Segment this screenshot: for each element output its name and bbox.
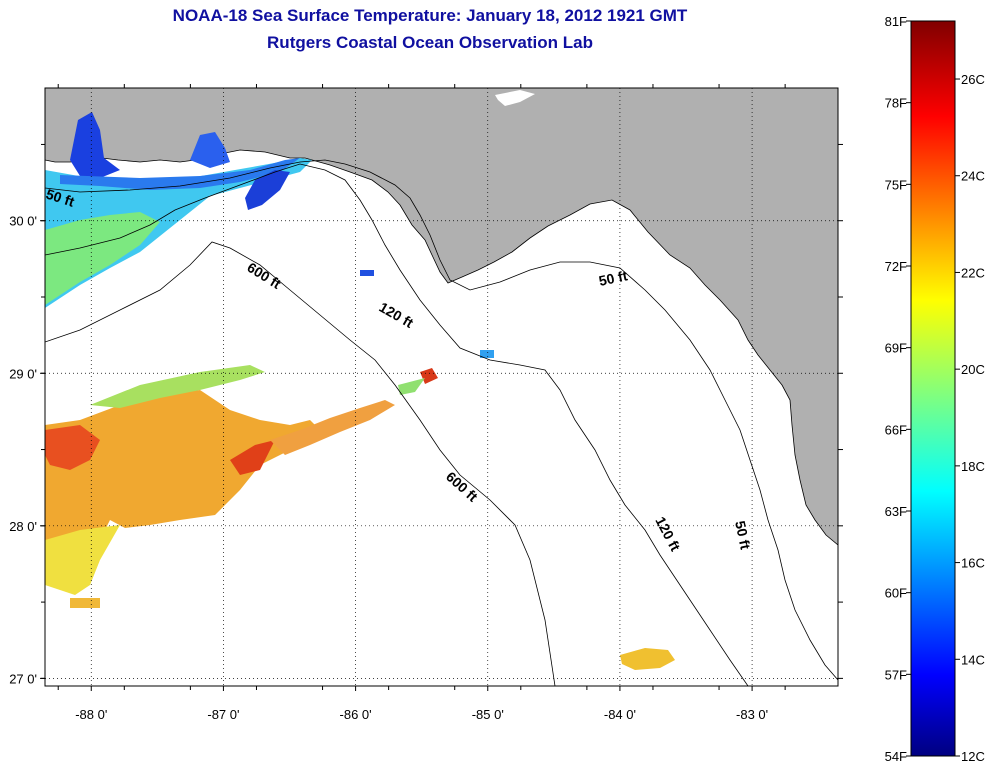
sst-south-yellow bbox=[620, 648, 675, 670]
contour-50ft-east bbox=[344, 163, 838, 681]
colorbar-f-label: 54F bbox=[885, 749, 907, 764]
colorbar-f-label: 66F bbox=[885, 422, 907, 437]
colorbar-f-label: 72F bbox=[885, 259, 907, 274]
colorbar-c-label: 20C bbox=[961, 362, 985, 377]
sst-bay-blue bbox=[190, 132, 230, 168]
colorbar-c-label: 22C bbox=[961, 265, 985, 280]
sst-nearshore-green bbox=[45, 212, 160, 305]
lat-tick-label: 28 0' bbox=[9, 519, 37, 534]
sst-warm-red2 bbox=[230, 440, 275, 475]
colorbar-celsius-labels: 26C 24C 22C 20C 18C 16C 14C 12C bbox=[955, 72, 985, 764]
colorbar-c-label: 12C bbox=[961, 749, 985, 764]
lat-tick-label: 30 0' bbox=[9, 214, 37, 229]
colorbar-f-label: 69F bbox=[885, 341, 907, 356]
lon-tick-label: -86 0' bbox=[340, 707, 372, 722]
colorbar-f-label: 75F bbox=[885, 177, 907, 192]
sst-spot bbox=[70, 598, 100, 608]
sst-green-spot bbox=[398, 378, 425, 395]
contour-label: 50 ft bbox=[597, 267, 629, 289]
sst-yellow-band bbox=[45, 525, 120, 595]
sst-spot bbox=[480, 350, 494, 358]
colorbar-c-label: 14C bbox=[961, 652, 985, 667]
colorbar-c-label: 16C bbox=[961, 556, 985, 571]
colorbar-f-label: 57F bbox=[885, 667, 907, 682]
lat-tick-label: 27 0' bbox=[9, 671, 37, 686]
sst-green-strip bbox=[90, 365, 265, 408]
lon-tick-label: -87 0' bbox=[207, 707, 239, 722]
land-area bbox=[45, 88, 838, 546]
colorbar-f-label: 60F bbox=[885, 586, 907, 601]
sst-patch-blue2 bbox=[245, 170, 290, 210]
colorbar-fahrenheit-labels: 81F 78F 75F 72F 69F 66F 63F 60F 57F 54F bbox=[885, 14, 911, 764]
graticule bbox=[40, 84, 843, 691]
lon-tick-label: -84 0' bbox=[604, 707, 636, 722]
island bbox=[495, 90, 535, 106]
colorbar-f-label: 63F bbox=[885, 504, 907, 519]
sst-nearshore-blue bbox=[70, 112, 120, 178]
chart-title: NOAA-18 Sea Surface Temperature: January… bbox=[172, 6, 688, 25]
colorbar-f-label: 78F bbox=[885, 96, 907, 111]
colorbar bbox=[910, 20, 956, 757]
sst-warm-spot bbox=[420, 368, 438, 384]
contour-50ft-west bbox=[45, 159, 346, 193]
contour-600ft bbox=[45, 241, 556, 686]
sst-coastal-blue bbox=[60, 158, 300, 190]
lon-tick-label: -85 0' bbox=[472, 707, 504, 722]
lon-tick-label: -83 0' bbox=[736, 707, 768, 722]
sst-warm-west bbox=[45, 390, 320, 590]
latitude-axis: 30 0' 29 0' 28 0' 27 0' bbox=[9, 214, 37, 687]
colorbar-f-label: 81F bbox=[885, 14, 907, 29]
contour-label: 50 ft bbox=[732, 519, 754, 551]
colorbar-c-label: 26C bbox=[961, 72, 985, 87]
sst-warm-red bbox=[45, 425, 100, 470]
map-frame bbox=[44, 87, 839, 687]
lat-tick-label: 29 0' bbox=[9, 366, 37, 381]
sst-warm-streak bbox=[270, 400, 395, 455]
chart-subtitle: Rutgers Coastal Ocean Observation Lab bbox=[267, 33, 593, 52]
colorbar-c-label: 24C bbox=[961, 169, 985, 184]
lon-tick-label: -88 0' bbox=[75, 707, 107, 722]
colorbar-c-label: 18C bbox=[961, 459, 985, 474]
sst-spot bbox=[360, 270, 374, 276]
longitude-axis: -88 0' -87 0' -86 0' -85 0' -84 0' -83 0' bbox=[75, 707, 768, 722]
sst-nearshore-band bbox=[45, 158, 312, 308]
